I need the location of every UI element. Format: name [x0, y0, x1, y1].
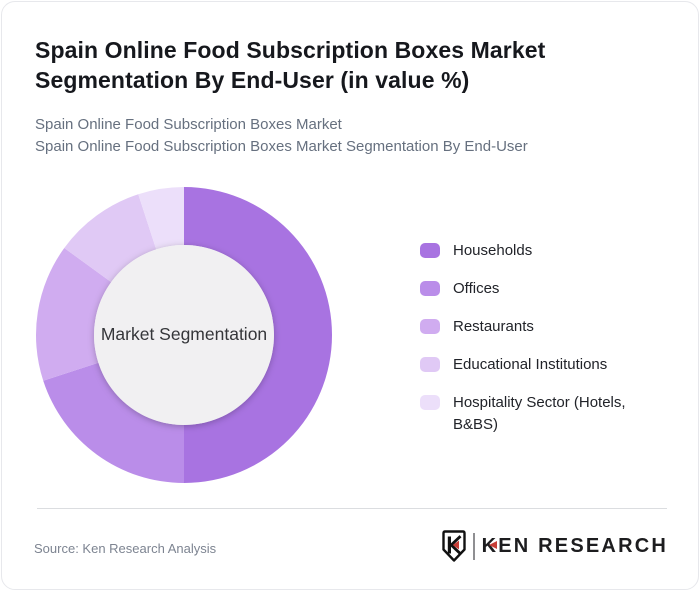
legend-item: Restaurants [420, 316, 653, 338]
footer-divider [37, 508, 667, 509]
donut-chart-svg [36, 187, 332, 483]
source-note: Source: Ken Research Analysis [34, 541, 217, 556]
legend-label: Offices [453, 280, 500, 297]
donut-center-circle [94, 245, 274, 425]
ken-research-logo: KEN RESEARCH [441, 529, 668, 563]
legend-swatch [420, 243, 440, 258]
legend-label: Educational Institutions [453, 356, 608, 373]
donut-segment-0 [184, 187, 332, 483]
legend-item: Offices [420, 278, 653, 300]
legend-swatch [420, 281, 440, 296]
legend-swatch [420, 319, 440, 334]
donut-segment-4 [138, 187, 184, 250]
legend-item: Hospitality Sector (Hotels, B&BS) [420, 392, 653, 436]
donut-segment-1 [43, 362, 185, 483]
donut-chart [35, 186, 333, 484]
chart-subtitle-line1: Spain Online Food Subscription Boxes Mar… [35, 116, 342, 133]
legend-item: Educational Institutions [420, 354, 653, 376]
donut-center-label: Market Segmentation [100, 324, 268, 344]
logo-separator [472, 532, 475, 560]
page-title-line1: Spain Online Food Subscription Boxes Mar… [35, 37, 546, 63]
chart-subtitle: Spain Online Food Subscription Boxes Mar… [35, 114, 655, 157]
legend-label: Households [453, 242, 533, 259]
legend-item: Households [420, 240, 653, 262]
brand-red-triangle-icon [488, 540, 497, 549]
page-title-line2: Segmentation By End-User (in value %) [35, 67, 470, 93]
legend-label: Restaurants [453, 318, 534, 335]
legend-swatch [420, 357, 440, 372]
donut-segment-2 [36, 248, 112, 381]
donut-segment-3 [64, 194, 157, 283]
legend: Households Offices Restaurants Educational … [420, 240, 653, 436]
chart-subtitle-line2: Spain Online Food Subscription Boxes Mar… [35, 137, 528, 155]
ken-research-shield-icon [441, 530, 466, 562]
brand-name: KEN RESEARCH [482, 535, 668, 558]
legend-label: Hospitality Sector (Hotels, B&BS) [453, 394, 626, 433]
brand-name-text: KEN RESEARCH [481, 534, 668, 557]
page-title: Spain Online Food Subscription Boxes Mar… [35, 35, 635, 95]
legend-swatch [420, 395, 440, 410]
